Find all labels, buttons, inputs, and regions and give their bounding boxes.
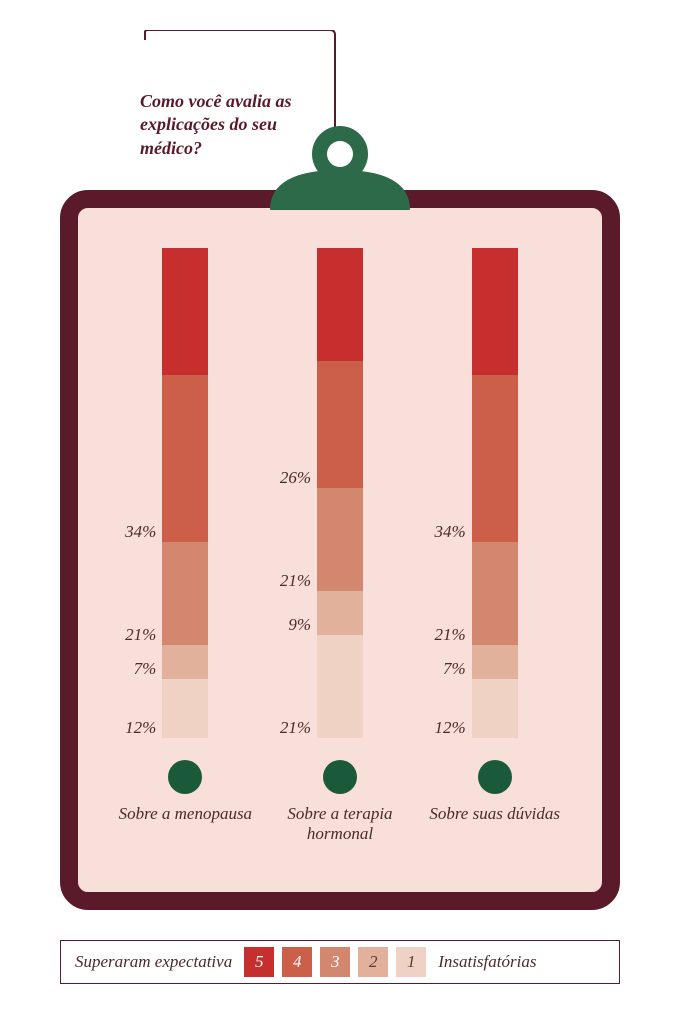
bar-segment: 21% (162, 542, 208, 645)
bar-segment (317, 248, 363, 361)
segment-label: 21% (280, 571, 311, 591)
bars-area: 34%21%7%12%Sobre a menopausa26%21%9%21%S… (78, 248, 602, 868)
legend-swatch: 5 (244, 947, 274, 977)
legend-left-label: Superaram expectativa (75, 952, 232, 972)
segment-label: 34% (125, 522, 156, 542)
segment-label: 21% (125, 625, 156, 645)
bar-column: 34%21%7%12%Sobre suas dúvidas (425, 248, 565, 868)
segment-label: 21% (434, 625, 465, 645)
column-dot-icon (168, 760, 202, 794)
segment-label: 26% (280, 468, 311, 488)
legend-swatch: 2 (358, 947, 388, 977)
segment-label: 34% (434, 522, 465, 542)
clipboard-clip-icon (250, 120, 430, 220)
column-label: Sobre a menopausa (110, 804, 260, 824)
bar-segment: 34% (162, 375, 208, 542)
legend-swatch: 4 (282, 947, 312, 977)
bar-segment: 12% (472, 679, 518, 738)
bar-stack: 34%21%7%12% (162, 248, 208, 738)
segment-label: 12% (434, 718, 465, 738)
segment-label: 12% (125, 718, 156, 738)
bar-stack: 26%21%9%21% (317, 248, 363, 738)
segment-label: 9% (288, 615, 311, 635)
bar-column: 26%21%9%21%Sobre a terapia hormonal (270, 248, 410, 868)
segment-label: 7% (443, 659, 466, 679)
bar-column: 34%21%7%12%Sobre a menopausa (115, 248, 255, 868)
bar-stack: 34%21%7%12% (472, 248, 518, 738)
bar-segment: 7% (472, 645, 518, 679)
bar-segment (162, 248, 208, 375)
legend-right-label: Insatisfatórias (438, 952, 536, 972)
bar-segment: 34% (472, 375, 518, 542)
column-dot-icon (478, 760, 512, 794)
column-label: Sobre a terapia hormonal (265, 804, 415, 845)
legend: Superaram expectativa 54321 Insatisfatóri… (60, 940, 620, 984)
column-label: Sobre suas dúvidas (420, 804, 570, 824)
legend-swatch: 1 (396, 947, 426, 977)
bar-segment: 26% (317, 361, 363, 488)
column-dot-icon (323, 760, 357, 794)
bar-segment: 12% (162, 679, 208, 738)
bar-segment: 21% (317, 488, 363, 591)
segment-label: 7% (134, 659, 157, 679)
bar-segment: 7% (162, 645, 208, 679)
segment-label: 21% (280, 718, 311, 738)
legend-swatch: 3 (320, 947, 350, 977)
clipboard-frame: 34%21%7%12%Sobre a menopausa26%21%9%21%S… (60, 190, 620, 910)
bar-segment (472, 248, 518, 375)
bar-segment: 21% (472, 542, 518, 645)
bar-segment: 21% (317, 635, 363, 738)
bar-segment: 9% (317, 591, 363, 635)
